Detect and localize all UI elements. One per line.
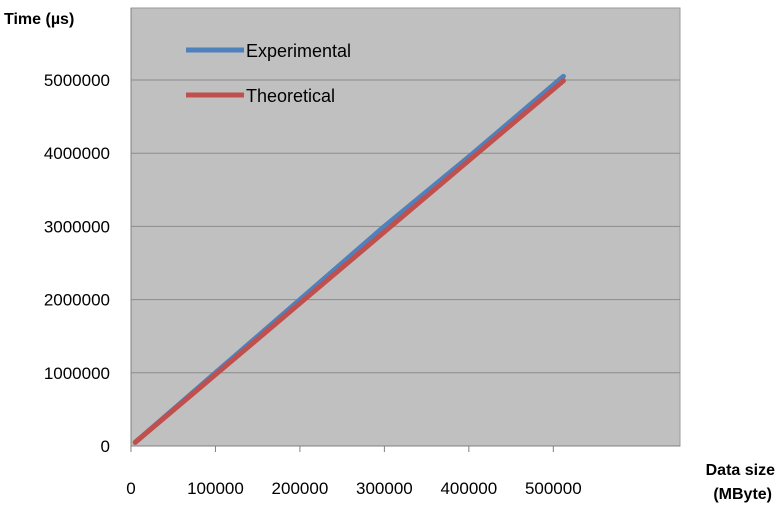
x-axis-title-line1: Data size xyxy=(706,462,775,479)
x-tick-labels: 0 100000 200000 300000 400000 500000 xyxy=(126,479,581,498)
series-line-theoretical xyxy=(132,78,566,445)
x-tick-label: 100000 xyxy=(187,479,244,498)
x-tick-label: 200000 xyxy=(272,479,329,498)
legend-label-experimental: Experimental xyxy=(246,41,351,61)
y-tick-label: 3000000 xyxy=(44,217,110,236)
legend: Experimental Theoretical xyxy=(186,41,351,106)
plot-area xyxy=(130,7,681,447)
x-tick-label: 500000 xyxy=(525,479,582,498)
legend-label-theoretical: Theoretical xyxy=(246,86,335,106)
y-tick-label: 4000000 xyxy=(44,144,110,163)
y-axis-title: Time (µs) xyxy=(4,11,74,28)
y-tick-label: 5000000 xyxy=(44,71,110,90)
x-tick-label: 400000 xyxy=(440,479,497,498)
gridlines xyxy=(131,79,680,374)
x-axis-title-line2: (MByte) xyxy=(713,486,772,503)
series-lines xyxy=(132,73,566,445)
y-tick-label: 0 xyxy=(101,437,110,456)
y-tick-label: 1000000 xyxy=(44,364,110,383)
x-tick-marks xyxy=(130,446,554,452)
x-tick-label: 300000 xyxy=(356,479,413,498)
y-tick-labels: 0 1000000 2000000 3000000 4000000 5000000 xyxy=(44,71,110,456)
y-tick-label: 2000000 xyxy=(44,291,110,310)
x-tick-label: 0 xyxy=(126,479,135,498)
